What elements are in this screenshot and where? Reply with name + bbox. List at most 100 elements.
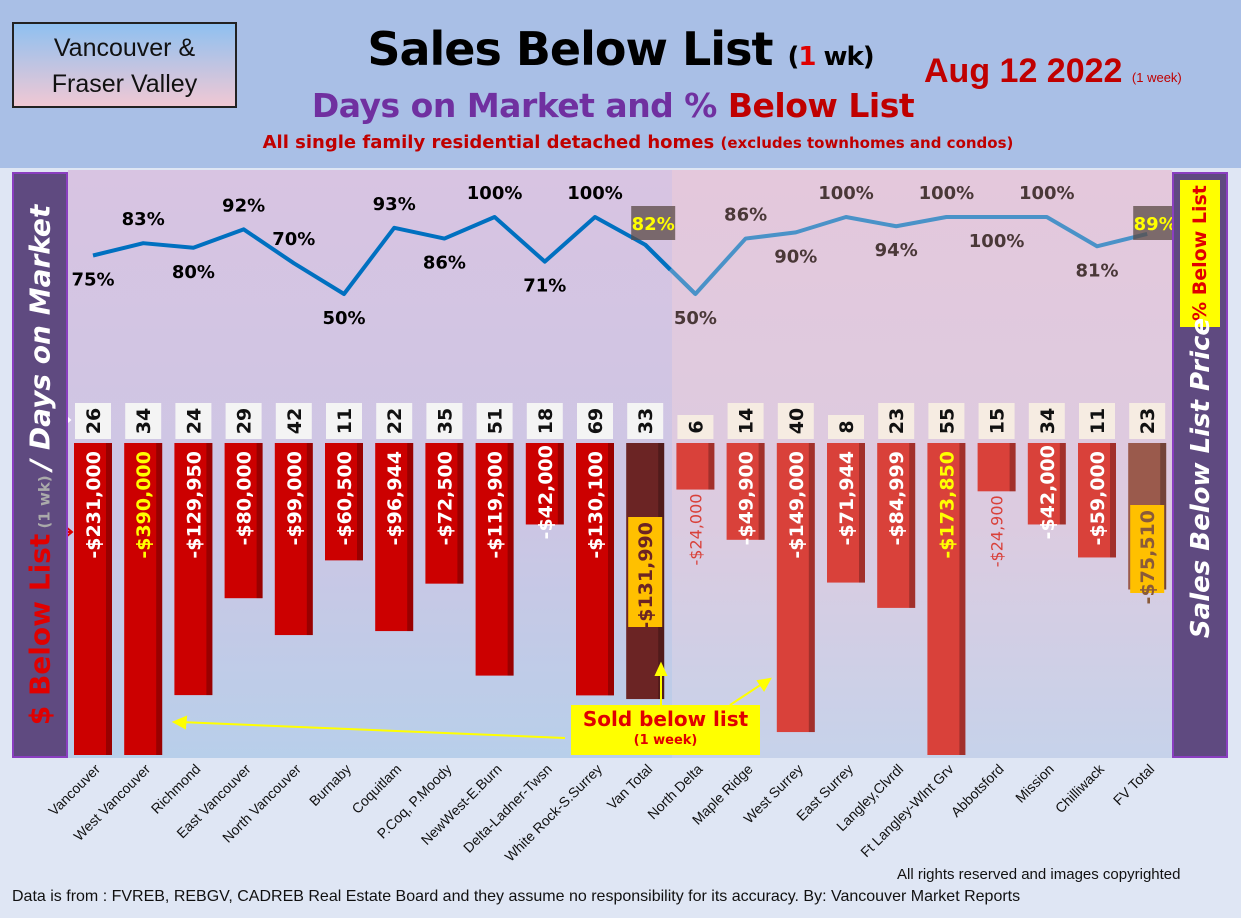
dollar-label: -$149,000 bbox=[786, 451, 808, 559]
pct-line-fraser-valley bbox=[643, 215, 1148, 296]
dom-box bbox=[1028, 403, 1065, 439]
date-note: (1 week) bbox=[1131, 70, 1182, 85]
bar-dollars-below bbox=[676, 443, 715, 490]
subnote-b: (excludes townhomes and condos) bbox=[720, 134, 1014, 152]
dollar-label: -$24,900 bbox=[988, 495, 1007, 567]
bar-dollars-below bbox=[224, 443, 263, 599]
dom-label: 23 bbox=[886, 408, 908, 434]
pct-label: 83% bbox=[122, 209, 165, 230]
dom-box bbox=[326, 403, 362, 439]
bar-shadow bbox=[256, 443, 263, 599]
dom-label: 40 bbox=[786, 408, 808, 434]
pct-legend-box bbox=[1180, 180, 1220, 327]
left-label-c: / Days on Market bbox=[23, 204, 57, 471]
subnote-a: All single family residential detached h… bbox=[262, 132, 721, 153]
dom-label: 24 bbox=[183, 408, 205, 434]
pct-label: 100% bbox=[969, 231, 1025, 252]
pct-line-vancouver bbox=[92, 215, 697, 296]
dom-label: 51 bbox=[485, 408, 507, 434]
category-label: Van Total bbox=[604, 761, 656, 813]
bar-shadow bbox=[457, 443, 464, 584]
bar-dollars-below bbox=[274, 443, 313, 636]
subnote: All single family residential detached h… bbox=[0, 132, 1241, 153]
bar-dollars-below bbox=[927, 443, 966, 755]
pct-label: 86% bbox=[423, 253, 466, 274]
title-open: ( bbox=[787, 42, 799, 72]
bar-dollars-below bbox=[475, 443, 514, 676]
bar-dollars-below bbox=[74, 443, 112, 755]
pct-label: 93% bbox=[373, 194, 416, 215]
category-label: Abbotsford bbox=[948, 761, 1007, 820]
bar-dollars-below bbox=[877, 443, 916, 608]
dollar-label: -$130,100 bbox=[585, 451, 607, 559]
bar-shadow bbox=[557, 443, 564, 525]
dollar-label: -$60,500 bbox=[334, 451, 356, 545]
category-label: White Rock-S.Surrey bbox=[501, 761, 605, 865]
dom-label: 35 bbox=[434, 408, 456, 434]
pct-label: 86% bbox=[724, 205, 767, 226]
pct-label: 100% bbox=[567, 183, 623, 204]
dom-label: 55 bbox=[936, 408, 958, 434]
bar-dollars-below bbox=[1027, 443, 1066, 525]
region-box: Vancouver & Fraser Valley bbox=[12, 22, 237, 108]
dom-label: 34 bbox=[1037, 408, 1059, 434]
left-label-b: (1 wk) bbox=[35, 470, 54, 534]
dollar-label: -$80,000 bbox=[234, 451, 256, 545]
dom-label: 11 bbox=[334, 408, 356, 434]
dom-label: 18 bbox=[535, 408, 557, 434]
subtitle: Days on Market and % Below List bbox=[0, 86, 1226, 125]
bar-shadow bbox=[156, 443, 163, 755]
region-line-2: Fraser Valley bbox=[51, 70, 198, 98]
dom-box bbox=[928, 403, 965, 439]
dom-box bbox=[577, 403, 613, 439]
bar-dollars-below bbox=[325, 443, 363, 561]
dom-label: 42 bbox=[284, 408, 306, 434]
bar-shadow bbox=[1009, 443, 1016, 492]
bar-shadow bbox=[306, 443, 313, 636]
plot-bg-vancouver bbox=[68, 170, 672, 758]
chart-title: Sales Below List (1 wk) bbox=[0, 22, 1241, 76]
dom-box bbox=[727, 403, 764, 439]
data-source-note: Data is from : FVREB, REBGV, CADREB Real… bbox=[12, 888, 1021, 905]
report-date: Aug 12 2022 (1 week) bbox=[924, 52, 1182, 91]
pct-line-join bbox=[643, 243, 672, 272]
bar-shadow bbox=[407, 443, 414, 632]
region-line-1: Vancouver & bbox=[53, 34, 196, 62]
dom-box bbox=[75, 403, 111, 439]
bar-shadow bbox=[708, 443, 715, 490]
dom-box bbox=[376, 403, 413, 439]
bar-dollars-below bbox=[375, 443, 414, 632]
dollar-label: -$59,000 bbox=[1087, 451, 1109, 545]
total-pct-label: 89% bbox=[1134, 214, 1177, 235]
dom-box bbox=[1079, 403, 1115, 439]
annotation-arrows bbox=[171, 661, 772, 739]
dollar-label: -$96,944 bbox=[384, 451, 406, 545]
dom-label: 11 bbox=[1087, 408, 1109, 434]
right-axis-label: Sales Below List Price bbox=[1186, 317, 1216, 639]
date-text: Aug 12 2022 bbox=[924, 52, 1123, 90]
pct-label: 71% bbox=[523, 276, 566, 297]
dom-label: 29 bbox=[234, 408, 256, 434]
dollar-label: -$390,000 bbox=[133, 451, 155, 559]
dollar-label: -$42,000 bbox=[1037, 445, 1059, 539]
bar-shadow bbox=[357, 443, 363, 561]
pct-label: 81% bbox=[1075, 260, 1118, 281]
pct-label: 50% bbox=[322, 308, 365, 329]
dollar-label: -$71,944 bbox=[836, 451, 858, 545]
total-pct-box bbox=[631, 206, 676, 240]
pct-label: 100% bbox=[919, 183, 975, 204]
dom-box bbox=[1129, 403, 1166, 439]
dollar-label: -$72,500 bbox=[434, 451, 456, 545]
left-label-a: $ Below List bbox=[23, 533, 57, 726]
dollar-label: -$129,950 bbox=[183, 451, 205, 559]
category-label: Mission bbox=[1012, 761, 1057, 806]
total-label-box bbox=[628, 517, 663, 627]
dom-label: 15 bbox=[987, 408, 1009, 434]
pct-label: 50% bbox=[674, 308, 717, 329]
bar-dollars-below bbox=[827, 443, 865, 583]
sold-below-list-note: Sold below list (1 week) bbox=[571, 705, 760, 755]
category-label: Burnaby bbox=[306, 761, 354, 809]
pct-label: 75% bbox=[71, 270, 114, 291]
bar-shadow bbox=[507, 443, 514, 676]
